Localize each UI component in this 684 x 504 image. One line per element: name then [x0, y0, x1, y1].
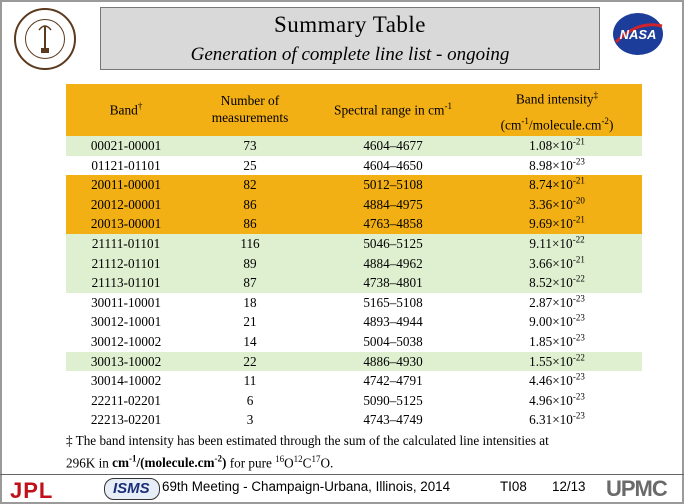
- cell-spectral-range: 5090–5125: [314, 390, 472, 411]
- cell-band-intensity: 9.00×10-23: [472, 312, 642, 332]
- cell-band: 21113-01101: [66, 273, 186, 293]
- table-row: 30011-10001 18 5165–5108 2.87×10-23: [66, 292, 642, 313]
- table-body: 00021-00001 73 4604–4677 1.08×10-21 01121-01…: [66, 136, 642, 430]
- page-number: 12/13: [552, 479, 586, 494]
- cell-measurements: 73: [186, 136, 314, 156]
- cell-spectral-range: 4763–4858: [314, 214, 472, 234]
- cell-spectral-range: 4743–4749: [314, 410, 472, 430]
- cell-spectral-range: 4893–4944: [314, 312, 472, 332]
- upmc-logo: UPMC: [606, 476, 668, 501]
- cell-spectral-range: 4884–4962: [314, 253, 472, 274]
- cell-band: 00021-00001: [66, 136, 186, 156]
- cell-band-intensity: 6.31×10-23: [472, 410, 642, 430]
- cell-band-intensity: 1.55×10-22: [472, 351, 642, 372]
- cell-measurements: 3: [186, 410, 314, 430]
- cell-band: 30011-10001: [66, 292, 186, 313]
- cell-measurements: 11: [186, 371, 314, 391]
- cell-spectral-range: 4884–4975: [314, 194, 472, 215]
- page-subtitle: Generation of complete line list - ongoi…: [190, 44, 510, 65]
- cell-measurements: 89: [186, 253, 314, 274]
- table-row: 20013-00001 86 4763–4858 9.69×10-21: [66, 214, 642, 234]
- cell-band: 20012-00001: [66, 194, 186, 215]
- cell-spectral-range: 4604–4677: [314, 136, 472, 156]
- page-title: Summary Table: [273, 12, 427, 37]
- cell-spectral-range: 4742–4791: [314, 371, 472, 391]
- cell-band: 22211-02201: [66, 390, 186, 411]
- cell-band: 30014-10002: [66, 371, 186, 391]
- table-row: 21112-01101 89 4884–4962 3.66×10-21: [66, 253, 642, 274]
- table-row: 20012-00001 86 4884–4975 3.36×10-20: [66, 194, 642, 215]
- cell-measurements: 18: [186, 292, 314, 313]
- footer-divider: [0, 474, 684, 475]
- cell-band-intensity: 4.46×10-23: [472, 371, 642, 391]
- cell-band-intensity: 3.36×10-20: [472, 194, 642, 215]
- cell-band: 30012-10001: [66, 312, 186, 332]
- cell-spectral-range: 4604–4650: [314, 155, 472, 176]
- table-row: 20011-00001 82 5012–5108 8.74×10-21: [66, 175, 642, 195]
- university-seal-logo: [14, 8, 76, 70]
- header-spectral-range: Spectral range in cm-1: [314, 84, 472, 136]
- table-row: 21111-01101 116 5046–5125 9.11×10-22: [66, 233, 642, 254]
- cell-band: 21111-01101: [66, 233, 186, 254]
- cell-measurements: 86: [186, 214, 314, 234]
- cell-spectral-range: 5012–5108: [314, 175, 472, 195]
- cell-band-intensity: 1.85×10-23: [472, 331, 642, 352]
- table-row: 01121-01101 25 4604–4650 8.98×10-23: [66, 155, 642, 176]
- table-row: 30013-10002 22 4886–4930 1.55×10-22: [66, 351, 642, 372]
- cell-band-intensity: 3.66×10-21: [472, 253, 642, 274]
- cell-measurements: 116: [186, 233, 314, 254]
- header-band-intensity: Band intensity‡ (cm-1/molecule.cm-2): [472, 84, 642, 136]
- nasa-logo: NASA: [613, 13, 663, 55]
- table-row: 22211-02201 6 5090–5125 4.96×10-23: [66, 390, 642, 411]
- cell-band-intensity: 2.87×10-23: [472, 292, 642, 313]
- summary-table-container: Band† Number of measurements Spectral ran…: [66, 84, 642, 430]
- cell-measurements: 87: [186, 273, 314, 293]
- cell-measurements: 25: [186, 155, 314, 176]
- table-row: 30014-10002 11 4742–4791 4.46×10-23: [66, 371, 642, 391]
- table-row: 22213-02201 3 4743–4749 6.31×10-23: [66, 410, 642, 430]
- table-row: 00021-00001 73 4604–4677 1.08×10-21: [66, 136, 642, 156]
- cell-band-intensity: 9.11×10-22: [472, 233, 642, 254]
- cell-band: 20013-00001: [66, 214, 186, 234]
- cell-measurements: 82: [186, 175, 314, 195]
- cell-spectral-range: 5046–5125: [314, 233, 472, 254]
- header-band: Band†: [66, 84, 186, 136]
- cell-band-intensity: 8.98×10-23: [472, 155, 642, 176]
- table-row: 21113-01101 87 4738–4801 8.52×10-22: [66, 273, 642, 293]
- cell-spectral-range: 4738–4801: [314, 273, 472, 293]
- cell-band: 20011-00001: [66, 175, 186, 195]
- talk-code: TI08: [500, 479, 527, 494]
- jpl-logo: JPL: [10, 478, 54, 503]
- cell-band-intensity: 8.52×10-22: [472, 273, 642, 293]
- table-row: 30012-10001 21 4893–4944 9.00×10-23: [66, 312, 642, 332]
- cell-spectral-range: 4886–4930: [314, 351, 472, 372]
- cell-spectral-range: 5165–5108: [314, 292, 472, 313]
- cell-measurements: 14: [186, 331, 314, 352]
- cell-band-intensity: 9.69×10-21: [472, 214, 642, 234]
- svg-text:NASA: NASA: [620, 27, 657, 42]
- meeting-info: 69th Meeting - Champaign-Urbana, Illinoi…: [162, 479, 451, 494]
- cell-band-intensity: 8.74×10-21: [472, 175, 642, 195]
- summary-table: Band† Number of measurements Spectral ran…: [66, 84, 642, 430]
- cell-band-intensity: 1.08×10-21: [472, 136, 642, 156]
- cell-band: 22213-02201: [66, 410, 186, 430]
- cell-band: 30012-10002: [66, 331, 186, 352]
- cell-band: 30013-10002: [66, 351, 186, 372]
- isms-logo: ISMS: [104, 478, 160, 500]
- header-measurements: Number of measurements: [186, 84, 314, 136]
- cell-measurements: 22: [186, 351, 314, 372]
- cell-spectral-range: 5004–5038: [314, 331, 472, 352]
- cell-measurements: 86: [186, 194, 314, 215]
- table-header-row: Band† Number of measurements Spectral ran…: [66, 84, 642, 136]
- cell-measurements: 21: [186, 312, 314, 332]
- cell-band: 21112-01101: [66, 253, 186, 274]
- table-row: 30012-10002 14 5004–5038 1.85×10-23: [66, 331, 642, 352]
- title-band: Summary Table Generation of complete lin…: [100, 7, 600, 70]
- cell-band: 01121-01101: [66, 155, 186, 176]
- cell-measurements: 6: [186, 390, 314, 411]
- footnote: ‡ The band intensity has been estimated …: [66, 433, 549, 471]
- cell-band-intensity: 4.96×10-23: [472, 390, 642, 411]
